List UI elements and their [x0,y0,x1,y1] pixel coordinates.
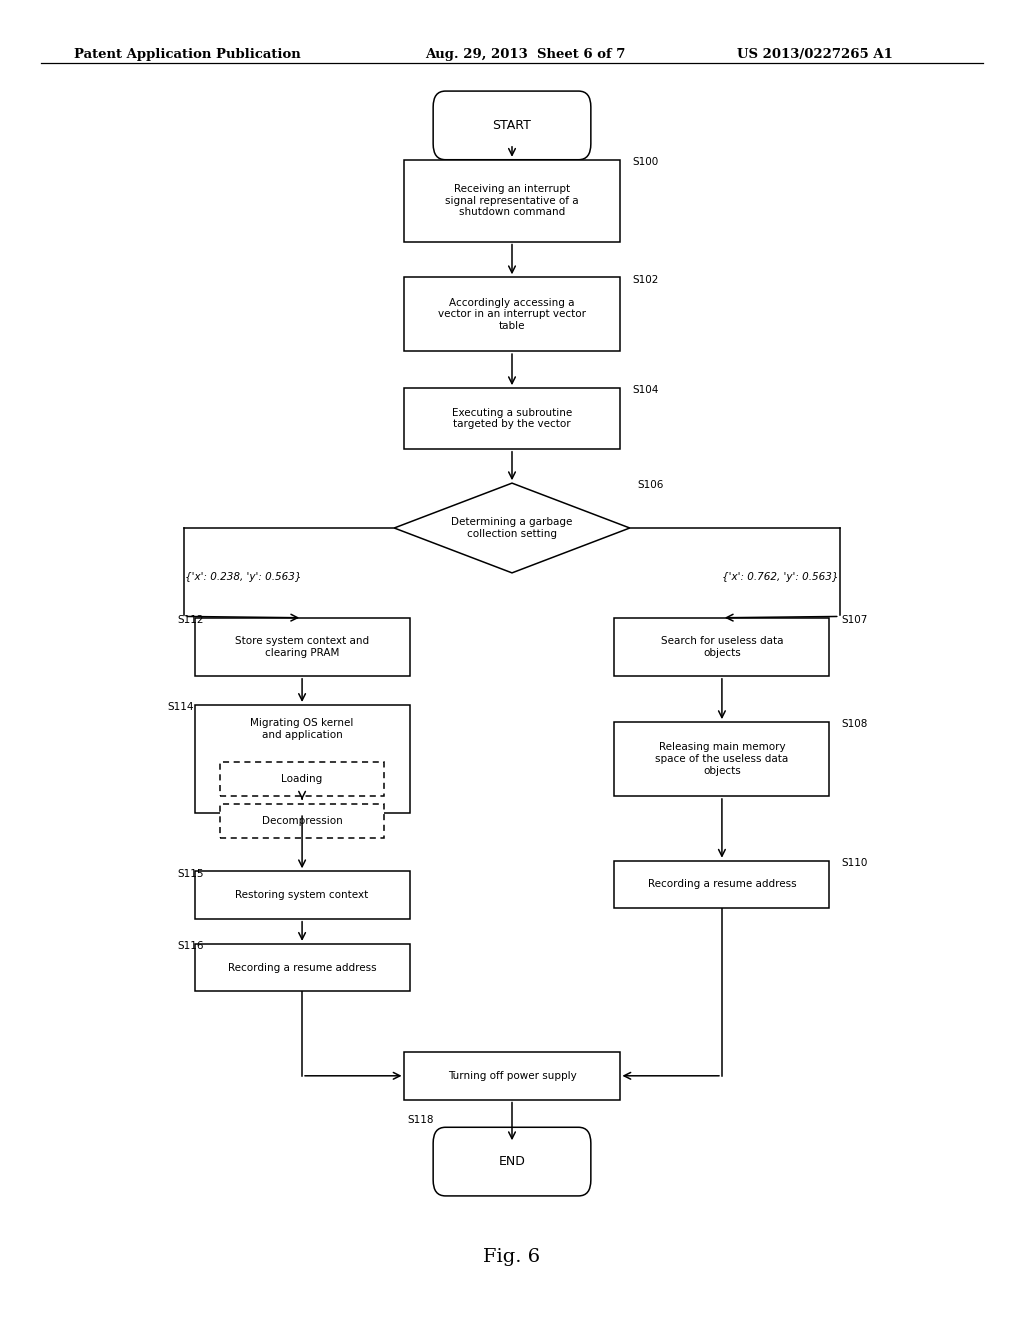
Bar [404,160,620,242]
Text: Search for useless data
objects: Search for useless data objects [660,636,783,657]
Text: S102: S102 [633,275,659,285]
Text: Migrating OS kernel
and application: Migrating OS kernel and application [251,718,353,739]
Bar [404,277,620,351]
Text: END: END [499,1155,525,1168]
Text: Aug. 29, 2013  Sheet 6 of 7: Aug. 29, 2013 Sheet 6 of 7 [425,48,626,61]
Text: S100: S100 [633,157,659,168]
Bar [195,944,410,991]
FancyBboxPatch shape [433,91,591,160]
Polygon shape [394,483,630,573]
Text: Fig. 6: Fig. 6 [483,1247,541,1266]
Text: S108: S108 [842,719,868,730]
Bar [614,618,829,676]
Text: Executing a subroutine
targeted by the vector: Executing a subroutine targeted by the v… [452,408,572,429]
Text: {'x': 0.762, 'y': 0.563}: {'x': 0.762, 'y': 0.563} [722,572,839,582]
Text: Store system context and
clearing PRAM: Store system context and clearing PRAM [236,636,369,657]
Text: S118: S118 [408,1115,434,1126]
Text: S106: S106 [637,480,664,491]
Bar [404,388,620,449]
Text: S107: S107 [842,615,868,626]
Text: {'x': 0.238, 'y': 0.563}: {'x': 0.238, 'y': 0.563} [185,572,302,582]
Bar [614,861,829,908]
Text: S110: S110 [842,858,868,869]
Bar [220,762,384,796]
Bar [195,871,410,919]
Text: Restoring system context: Restoring system context [236,890,369,900]
Bar [195,705,410,813]
Text: Receiving an interrupt
signal representative of a
shutdown command: Receiving an interrupt signal representa… [445,183,579,218]
Text: Recording a resume address: Recording a resume address [227,962,377,973]
Text: Patent Application Publication: Patent Application Publication [74,48,300,61]
Text: Loading: Loading [282,774,323,784]
Text: S116: S116 [177,941,204,952]
Text: S115: S115 [177,869,204,879]
Text: Releasing main memory
space of the useless data
objects: Releasing main memory space of the usele… [655,742,788,776]
Bar [195,618,410,676]
Text: S112: S112 [177,615,204,626]
Text: START: START [493,119,531,132]
Text: Accordingly accessing a
vector in an interrupt vector
table: Accordingly accessing a vector in an int… [438,297,586,331]
Text: US 2013/0227265 A1: US 2013/0227265 A1 [737,48,893,61]
Bar [404,1052,620,1100]
FancyBboxPatch shape [433,1127,591,1196]
Text: Recording a resume address: Recording a resume address [647,879,797,890]
Bar [614,722,829,796]
Text: S114: S114 [167,702,194,713]
Bar [220,804,384,838]
Text: Turning off power supply: Turning off power supply [447,1071,577,1081]
Text: Determining a garbage
collection setting: Determining a garbage collection setting [452,517,572,539]
Text: S104: S104 [633,385,659,396]
Text: Decompression: Decompression [262,816,342,826]
